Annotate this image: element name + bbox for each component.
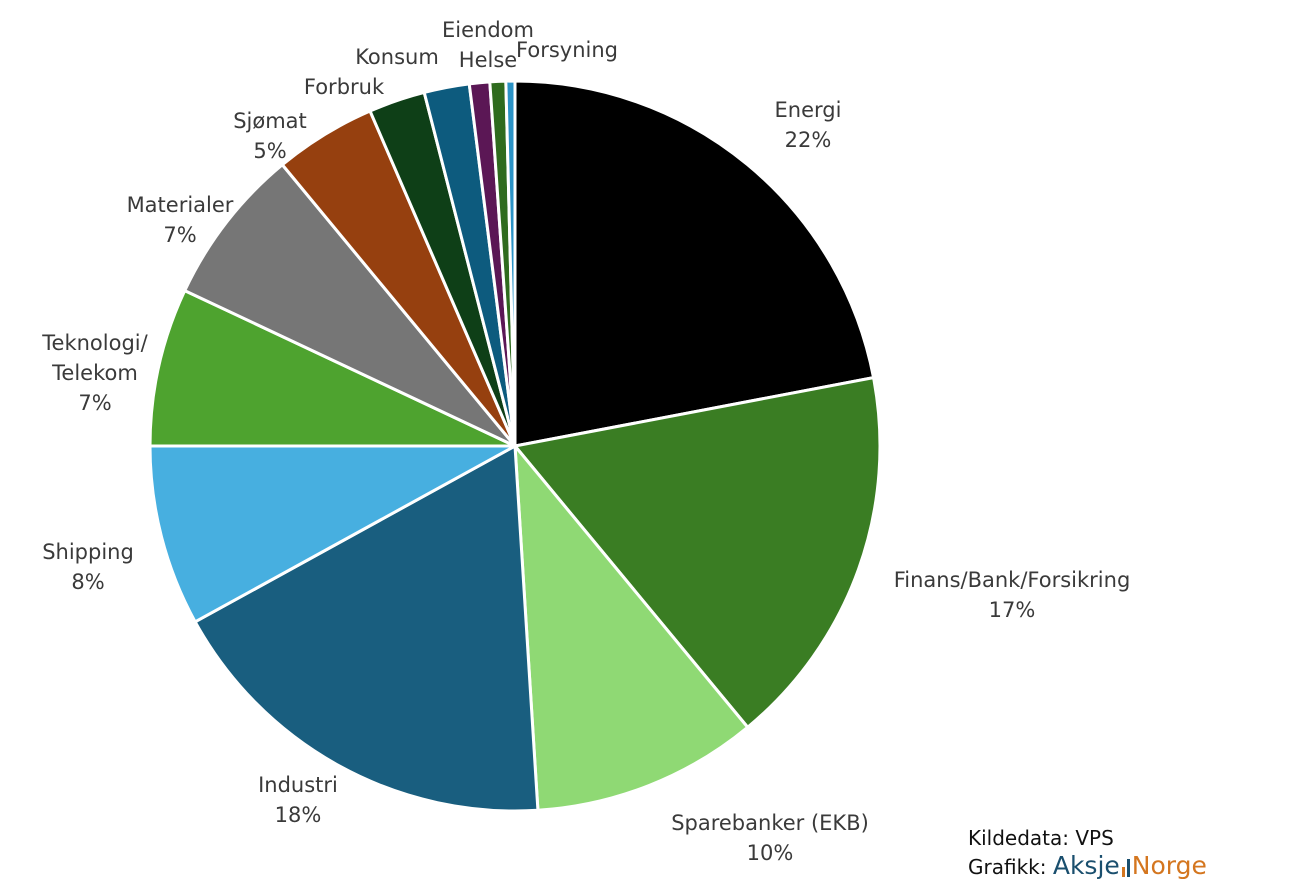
- slice-value-label: 18%: [275, 803, 322, 827]
- slice-category-label: Sparebanker (EKB): [671, 811, 869, 835]
- slice-category-label: Materialer: [127, 193, 234, 217]
- slice-category-label: Finans/Bank/Forsikring: [894, 568, 1131, 592]
- credits: Kildedata: VPS Grafikk: Aksje Norge: [968, 824, 1207, 881]
- slice-value-label: 7%: [78, 391, 111, 415]
- slice-category-label: Energi: [775, 98, 842, 122]
- pie-slice-sparebanker-ekb: [513, 444, 750, 812]
- slice-value-label: 10%: [747, 841, 794, 865]
- slice-value-label: 8%: [71, 570, 104, 594]
- slice-category-label: Industri: [258, 773, 338, 797]
- slice-category-label: Shipping: [42, 540, 134, 564]
- pie-slice-shipping: [148, 444, 517, 624]
- graphic-prefix: Grafikk:: [968, 855, 1047, 879]
- slice-category-label: Forsyning: [516, 38, 618, 62]
- pie-slice-materialer: [183, 163, 517, 448]
- slice-value-label: 22%: [785, 128, 832, 152]
- slice-category-label: Teknologi/: [41, 331, 148, 355]
- slice-value-label: 17%: [989, 598, 1036, 622]
- brand-logo: Aksje Norge: [1053, 851, 1207, 880]
- brand-mark-icon: [1121, 857, 1131, 877]
- slice-category-label: Telekom: [51, 361, 138, 385]
- slice-category-label: Sjømat: [233, 109, 307, 133]
- brand-logo-part1: Aksje: [1052, 851, 1120, 880]
- pie-slice-teknologi-telekom: [148, 289, 517, 448]
- pie-slice-industri: [193, 444, 540, 813]
- slice-category-label: Eiendom: [442, 18, 534, 42]
- source-note: Kildedata: VPS: [968, 826, 1114, 850]
- slice-value-label: 5%: [253, 139, 286, 163]
- slice-value-label: 7%: [163, 223, 196, 247]
- pie-slice-forsyning: [504, 79, 517, 448]
- pie-labels: Energi 22% Finans/Bank/Forsikring 17% Spareb…: [41, 18, 1130, 865]
- slice-category-label: Helse: [459, 48, 517, 72]
- graphic-credit: Grafikk: Aksje Norge: [968, 852, 1207, 881]
- slice-category-label: Forbruk: [304, 75, 385, 99]
- pie-slice-energi: [513, 79, 876, 448]
- pie-slices: [148, 79, 882, 813]
- slice-category-label: Konsum: [355, 45, 439, 69]
- brand-logo-part2: Norge: [1131, 851, 1207, 880]
- pie-slice-finans-bank-forsikring: [513, 376, 882, 729]
